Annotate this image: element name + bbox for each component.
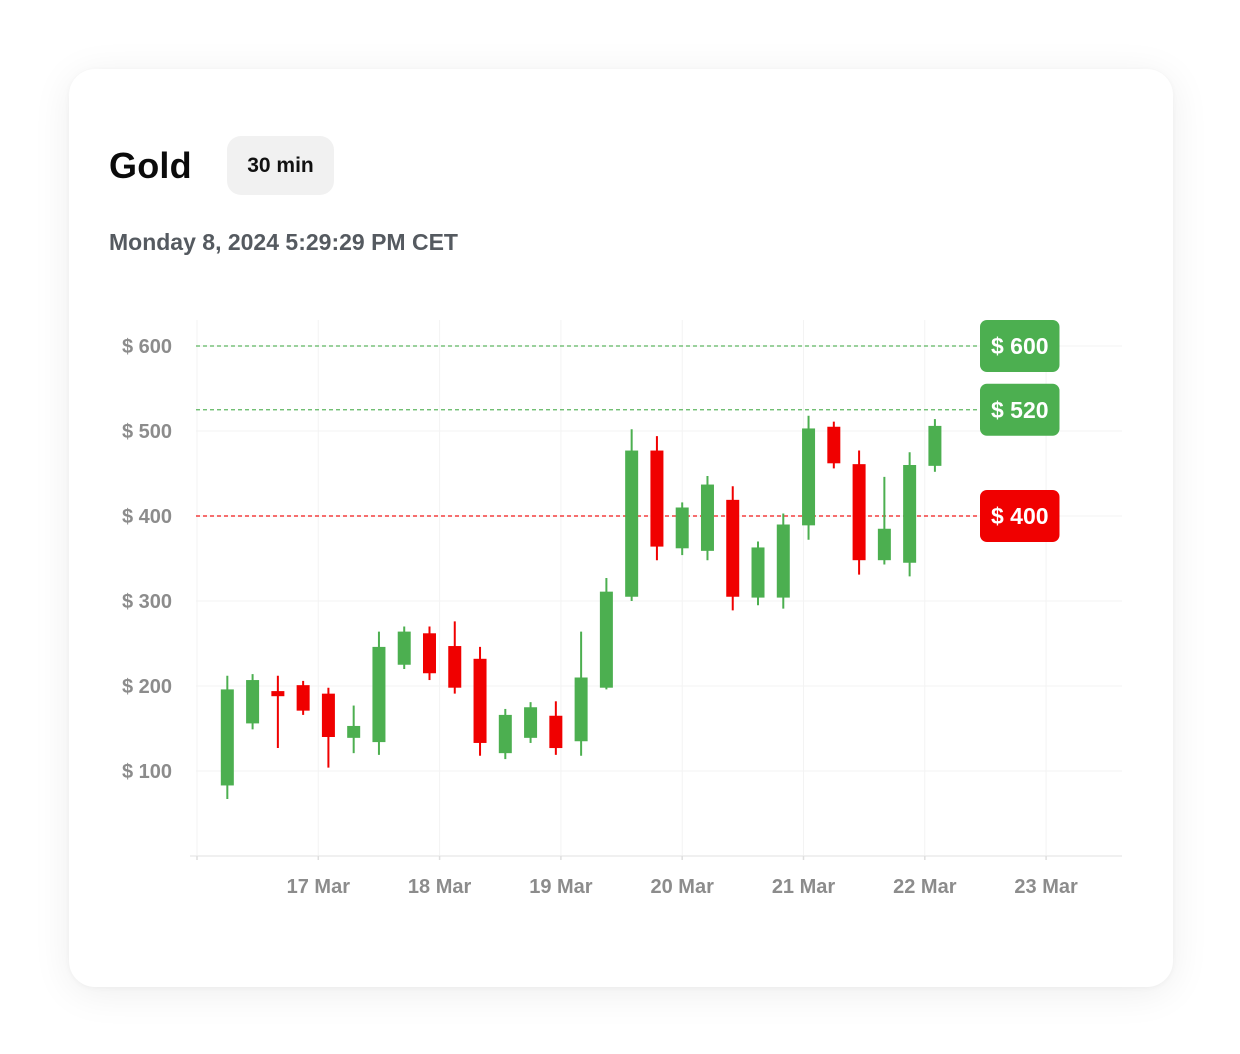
- candle-body: [220, 689, 234, 786]
- y-tick-label: $ 500: [122, 421, 172, 443]
- candle-body: [827, 426, 841, 464]
- candle-body: [271, 691, 285, 697]
- price-tag-layer: $ 600 $ 520 $ 400: [980, 320, 1060, 542]
- candle-body: [422, 633, 436, 674]
- candle-up: [498, 708, 512, 760]
- candle-body: [574, 677, 588, 742]
- price-tag-label: $ 400: [991, 503, 1049, 529]
- candle-down: [549, 701, 563, 755]
- candle-down: [321, 687, 335, 768]
- candle-body: [448, 646, 462, 688]
- candle-up: [372, 631, 386, 755]
- candle-down: [827, 421, 841, 469]
- candle-body: [372, 646, 386, 743]
- candle-up: [928, 419, 942, 472]
- candle-body: [726, 499, 740, 597]
- page-title: Gold: [109, 145, 192, 186]
- price-tag-label: $ 520: [991, 397, 1049, 423]
- candle-up: [802, 415, 816, 540]
- candle-up: [675, 502, 689, 556]
- price-tag: $ 400: [980, 490, 1060, 542]
- x-tick-label: 22 Mar: [893, 876, 957, 898]
- timestamp: Monday 8, 2024 5:29:29 PM CET: [109, 229, 458, 255]
- candle-down: [650, 436, 664, 561]
- candle-up: [625, 429, 639, 601]
- x-tick-label: 18 Mar: [408, 876, 472, 898]
- y-tick-label: $ 400: [122, 506, 172, 528]
- candle-down: [296, 680, 310, 715]
- candle-up: [700, 476, 714, 561]
- axis-layer: $ 100 $ 200 $ 300 $ 400 $ 500 $ 600 17 Mar 18 M…: [122, 336, 1078, 898]
- candle-body: [246, 680, 260, 724]
- candle-down: [448, 621, 462, 694]
- candle-body: [650, 450, 664, 547]
- y-tick-label: $ 100: [122, 761, 172, 783]
- y-tick-label: $ 300: [122, 591, 172, 613]
- candle-down: [473, 646, 487, 756]
- x-tick-label: 23 Mar: [1014, 876, 1078, 898]
- candle-body: [751, 547, 765, 598]
- price-tag-box: [980, 383, 1060, 436]
- interval-button[interactable]: 30 min: [227, 136, 334, 195]
- candle-up: [776, 513, 790, 609]
- price-tag: $ 520: [980, 383, 1060, 436]
- y-tick-label: $ 200: [122, 676, 172, 698]
- candle-body: [675, 507, 689, 549]
- candle-up: [903, 452, 917, 577]
- y-tick-label: $ 600: [122, 336, 172, 358]
- candle-body: [802, 428, 816, 526]
- candle-up: [877, 476, 891, 565]
- x-tick-label: 19 Mar: [529, 876, 593, 898]
- candle-up: [246, 674, 260, 730]
- candle-body: [321, 693, 335, 737]
- candle-layer: [220, 415, 942, 800]
- candle-body: [549, 715, 563, 749]
- x-tick-label: 17 Mar: [287, 876, 351, 898]
- candle-body: [852, 464, 866, 561]
- price-level-layer: [196, 345, 984, 517]
- price-tag: $ 600: [980, 320, 1060, 372]
- candle-body: [397, 631, 411, 665]
- candle-body: [599, 591, 613, 688]
- candle-body: [524, 707, 538, 738]
- price-tag-box: [980, 490, 1060, 542]
- candle-body: [903, 465, 917, 563]
- candle-up: [751, 541, 765, 606]
- candle-up: [599, 578, 613, 690]
- candle-up: [220, 675, 234, 800]
- candle-up: [524, 702, 538, 743]
- x-tick-label: 20 Mar: [651, 876, 715, 898]
- candle-body: [776, 524, 790, 598]
- candle-body: [928, 425, 942, 466]
- candle-body: [473, 658, 487, 743]
- candle-down: [422, 626, 436, 681]
- candle-body: [877, 528, 891, 561]
- price-tag-box: [980, 320, 1060, 372]
- candle-body: [700, 484, 714, 551]
- candle-up: [397, 626, 411, 669]
- candle-up: [347, 705, 361, 754]
- candle-down: [271, 675, 285, 749]
- candle-body: [296, 685, 310, 711]
- candle-body: [625, 450, 639, 597]
- candle-down: [852, 450, 866, 575]
- candle-body: [498, 714, 512, 754]
- candle-up: [574, 631, 588, 756]
- candle-body: [347, 725, 361, 738]
- x-tick-label: 21 Mar: [772, 876, 836, 898]
- price-tag-label: $ 600: [991, 333, 1049, 359]
- candle-down: [726, 486, 740, 611]
